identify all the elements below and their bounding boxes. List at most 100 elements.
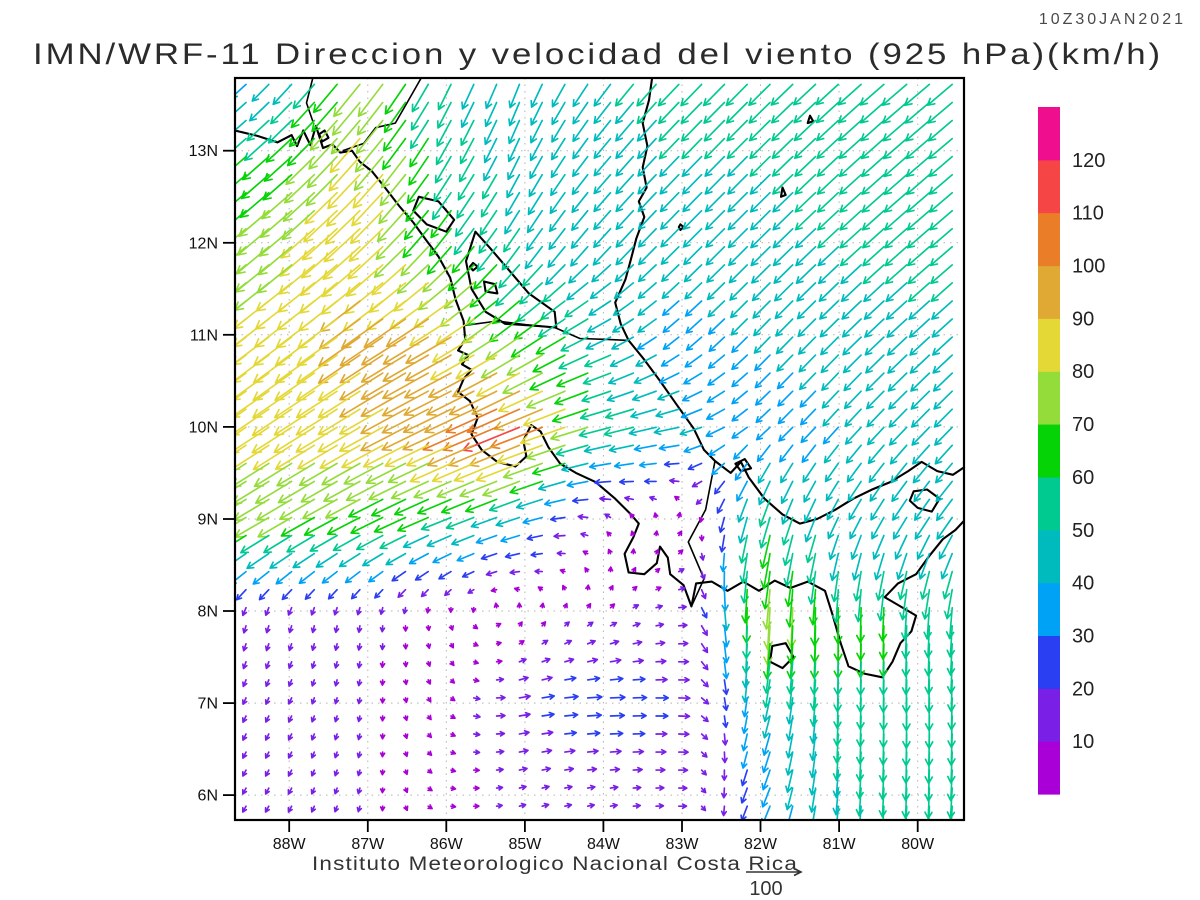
wind-arrow [900, 606, 910, 641]
wind-arrow [580, 531, 589, 538]
wind-arrow [840, 282, 862, 303]
wind-arrow [564, 730, 578, 737]
wind-arrow [677, 713, 691, 720]
wind-arrow [749, 155, 771, 177]
wind-arrow [680, 101, 703, 125]
wind-arrow [741, 715, 749, 735]
colorbar-level-label: 110 [1072, 203, 1104, 225]
wind-arrow [518, 639, 525, 646]
wind-arrow [817, 209, 840, 231]
wind-arrow [480, 552, 498, 561]
wind-arrow [700, 679, 709, 688]
wind-arrow [572, 137, 589, 160]
wind-arrow [912, 462, 931, 484]
wind-arrow [822, 408, 840, 427]
wind-arrow [241, 733, 248, 741]
wind-arrow [884, 227, 908, 249]
wind-arrow [431, 462, 475, 483]
wind-arrow [630, 548, 637, 555]
wind-arrow [397, 516, 430, 533]
wind-arrow [235, 480, 270, 505]
wind-arrow [541, 657, 551, 664]
island-outline [779, 186, 787, 198]
coastline [614, 78, 964, 525]
wind-arrow [495, 730, 506, 737]
wind-arrow [829, 552, 840, 582]
wind-arrow [550, 173, 566, 197]
wind-arrow [609, 657, 622, 664]
colorbar-segment [1038, 318, 1060, 372]
wind-arrow [310, 787, 317, 795]
wind-arrow [409, 462, 452, 483]
wind-arrow [892, 516, 908, 540]
wind-arrow [908, 300, 931, 321]
wind-arrow [403, 805, 409, 812]
wind-arrow [238, 209, 270, 238]
wind-arrow [413, 480, 452, 499]
wind-arrow [721, 751, 728, 764]
wind-arrow [774, 300, 794, 320]
wind-arrow [321, 264, 361, 298]
wind-arrow [235, 498, 270, 521]
wind-arrow [906, 209, 931, 231]
wind-arrow [878, 606, 888, 642]
wind-arrow [826, 498, 840, 521]
wind-arrow [892, 498, 908, 521]
wind-arrow [545, 264, 566, 286]
wind-arrow [707, 354, 726, 369]
wind-arrow [591, 264, 612, 283]
wind-arrow [609, 730, 624, 737]
wind-arrow [298, 462, 338, 487]
wind-arrow [264, 751, 271, 759]
wind-arrow [707, 372, 726, 386]
wind-arrow [750, 245, 771, 267]
wind-arrow [513, 586, 521, 593]
island-outline [482, 280, 499, 295]
wind-arrow [659, 173, 680, 195]
wind-arrow [345, 264, 384, 297]
wind-arrow [310, 805, 317, 813]
wind-arrow [322, 245, 361, 281]
lon-tick-label: 85W [508, 836, 542, 853]
wind-arrow [235, 155, 247, 168]
wind-arrow [518, 711, 531, 719]
wind-arrow [300, 245, 338, 279]
wind-arrow [526, 534, 544, 542]
wind-arrow [660, 354, 680, 367]
wind-arrow [426, 732, 433, 739]
wind-arrow [252, 354, 293, 384]
wind-arrow [905, 805, 908, 820]
wind-arrow [653, 530, 659, 537]
wind-arrow [472, 695, 481, 702]
wind-arrow [663, 460, 680, 468]
wind-arrow [727, 227, 749, 249]
wind-arrow [326, 516, 361, 536]
wind-arrow [240, 534, 270, 554]
wind-arrow [495, 282, 521, 307]
wind-arrow [919, 570, 931, 600]
wind-arrow [543, 498, 566, 507]
wind-arrow [593, 155, 612, 177]
wind-arrow [480, 191, 498, 218]
wind-arrow [586, 602, 592, 609]
wind-arrow [382, 372, 430, 400]
wind-arrow [761, 751, 771, 774]
wind-arrow [816, 119, 840, 142]
wind-arrow [612, 318, 635, 333]
wind-arrow [562, 602, 568, 609]
wind-arrow [541, 729, 554, 737]
wind-arrow [356, 715, 363, 723]
wind-arrow [677, 604, 687, 611]
colorbar-segment [1038, 529, 1060, 584]
wind-arrow [449, 678, 456, 684]
wind-arrow [887, 372, 908, 392]
wind-arrow [568, 264, 589, 284]
wind-arrow [655, 408, 680, 419]
wind-arrow [248, 101, 270, 122]
wind-arrow [258, 588, 270, 601]
wind-arrow [934, 426, 954, 446]
wind-arrow [637, 318, 657, 333]
colorbar-level-label: 90 [1072, 308, 1094, 330]
wind-arrow [287, 642, 294, 652]
wind-arrow [426, 750, 433, 757]
